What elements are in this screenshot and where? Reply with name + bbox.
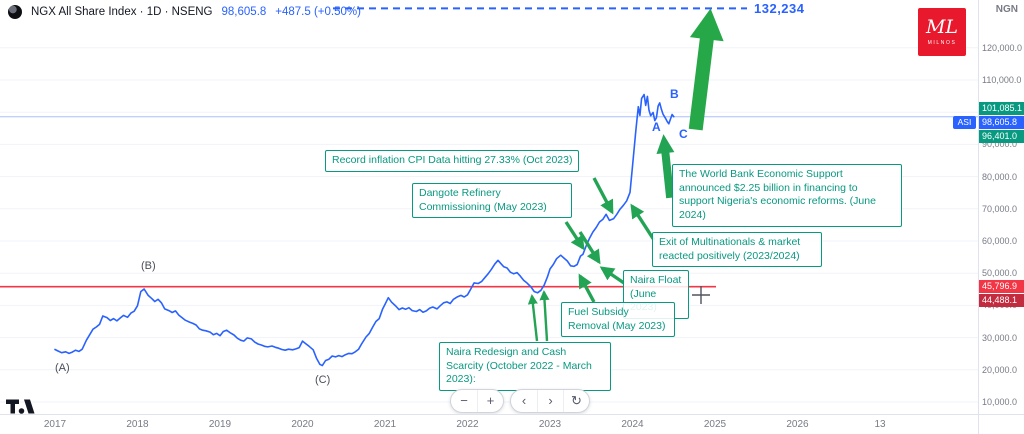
tradingview-logo[interactable] <box>6 399 36 414</box>
brand-logo: ML MILNOS <box>918 8 966 56</box>
annotation-arrows <box>527 177 656 342</box>
instrument-logo-icon <box>8 5 22 19</box>
annotation-record-inflation[interactable]: Record inflation CPI Data hitting 27.33%… <box>325 150 580 172</box>
wave-label-A-paren[interactable]: (A) <box>55 362 70 374</box>
level-lines <box>0 7 978 288</box>
wave-label-A[interactable]: A <box>652 120 661 134</box>
zoom-out-button[interactable]: − <box>451 390 477 412</box>
time-tick-label[interactable]: 2018 <box>126 419 149 430</box>
scroll-left-button[interactable]: ‹ <box>511 390 537 412</box>
price-tick-label: 20,000.0 <box>982 364 1018 375</box>
chart-canvas[interactable]: NGX All Share Index · 1D · NSENG 98,605.… <box>0 0 978 414</box>
annotation-fuel-subsidy[interactable]: Fuel Subsidy Removal (May 2023) <box>561 302 675 338</box>
annotation-exit-multinationals[interactable]: Exit of Multinationals & market reacted … <box>652 232 822 268</box>
price-tick-label: 10,000.0 <box>982 397 1018 407</box>
wave-label-B[interactable]: B <box>670 87 679 101</box>
price-tick-label: 30,000.0 <box>982 332 1018 343</box>
annotation-naira-redesign[interactable]: Naira Redesign and Cash Scarcity (Octobe… <box>439 342 611 391</box>
wave-label-C-paren[interactable]: (C) <box>315 374 331 386</box>
price-tick-label: 110,000.0 <box>982 75 1022 85</box>
time-tick-label[interactable]: 2025 <box>703 419 727 430</box>
wave-label-C[interactable]: C <box>679 127 688 141</box>
price-tag-blue: 98,605.8 <box>979 116 1024 130</box>
time-tick-label[interactable]: 2026 <box>786 419 809 430</box>
price-tag-red: 45,796.9 <box>979 280 1024 294</box>
price-chart-svg <box>0 7 978 403</box>
price-tick-label: 70,000.0 <box>982 203 1018 214</box>
price-line-series <box>54 93 675 367</box>
price-change-value: +487.5 (+0.50%) <box>275 6 361 18</box>
price-tag-red2: 44,488.1 <box>979 294 1024 308</box>
time-tick-label[interactable]: 2019 <box>208 419 232 430</box>
price-target-label[interactable]: 132,234 <box>754 1 805 16</box>
zoom-pill: − + <box>450 389 504 413</box>
scale-corner <box>978 414 1024 434</box>
chart-nav-toolbar: − + ‹ › ↻ <box>450 389 590 413</box>
chart-legend: NGX All Share Index · 1D · NSENG 98,605.… <box>8 5 361 19</box>
wave-label-B-paren[interactable]: (B) <box>141 260 156 272</box>
symbol-title[interactable]: NGX All Share Index · 1D · NSENG <box>31 6 213 18</box>
time-tick-label[interactable]: 2021 <box>373 419 397 430</box>
price-tick-label: 90,000.0 <box>982 139 1018 150</box>
scroll-right-button[interactable]: › <box>537 390 563 412</box>
medium-up-arrow <box>656 134 675 199</box>
time-tick-label[interactable]: 2022 <box>456 419 479 430</box>
time-tick-label[interactable]: 2023 <box>538 419 562 430</box>
asi-symbol-tag: ASI <box>953 116 976 130</box>
scroll-pill: ‹ › ↻ <box>510 389 590 413</box>
price-tick-label: 120,000.0 <box>982 42 1023 53</box>
price-tick-label: 60,000.0 <box>982 236 1018 246</box>
brand-monogram: ML <box>925 16 959 38</box>
time-tick-label[interactable]: 2017 <box>43 419 67 430</box>
time-tick-label[interactable]: 13 <box>874 419 886 430</box>
crosshair-marker <box>692 286 710 304</box>
time-tick-label[interactable]: 2020 <box>291 419 314 430</box>
price-tick-label: 50,000.0 <box>982 268 1018 279</box>
price-tag-green: 96,401.0 <box>979 130 1024 144</box>
price-tick-label: 80,000.0 <box>982 171 1018 182</box>
annotation-dangote-refinery[interactable]: Dangote Refinery Commissioning (May 2023… <box>412 183 572 219</box>
currency-label[interactable]: NGN <box>995 4 1018 15</box>
time-scale-axis[interactable]: 2017 2018 2019 2020 2021 2022 2023 2024 2025 2026… <box>0 414 978 434</box>
price-scale-axis[interactable]: NGN 120,000.0 110,000.0 90,000.0 80,000.0 70… <box>978 0 1024 414</box>
brand-caption: MILNOS <box>927 40 957 46</box>
reset-chart-button[interactable]: ↻ <box>563 390 589 412</box>
zoom-in-button[interactable]: + <box>477 390 503 412</box>
annotation-world-bank-support[interactable]: The World Bank Economic Support announce… <box>672 164 902 227</box>
big-up-arrow <box>688 8 724 131</box>
price-tag-green: 101,085.1 <box>979 102 1024 116</box>
last-price-value: 98,605.8 <box>221 6 267 18</box>
time-tick-label[interactable]: 2024 <box>621 419 644 430</box>
